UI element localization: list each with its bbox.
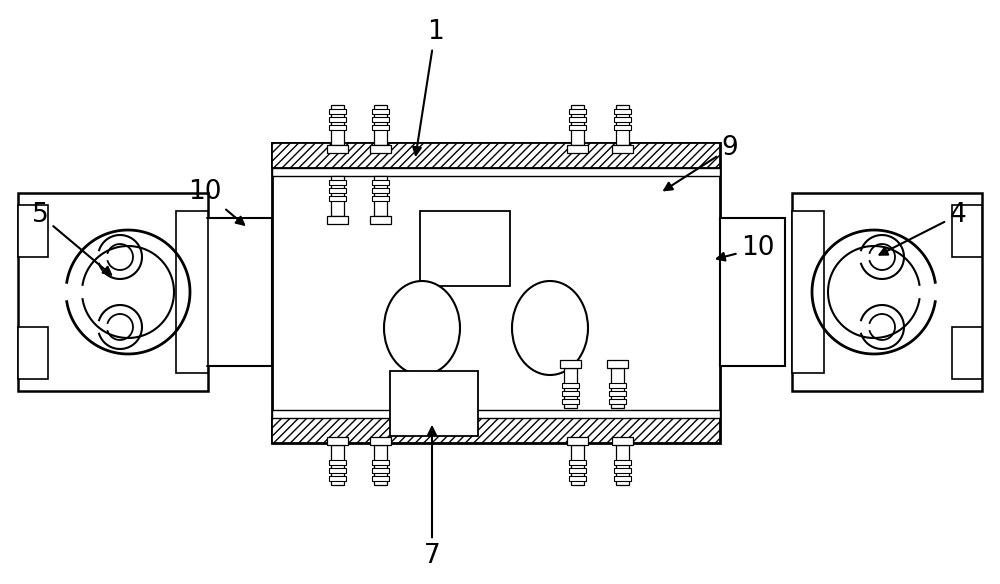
Bar: [616, 105, 629, 145]
Bar: [370, 216, 391, 224]
Bar: [370, 437, 391, 445]
Bar: [374, 176, 387, 216]
Bar: [329, 188, 346, 193]
Bar: [331, 445, 344, 485]
Bar: [372, 196, 389, 201]
Text: 4: 4: [880, 202, 966, 255]
Text: 1: 1: [413, 19, 443, 155]
Bar: [272, 143, 720, 168]
Bar: [331, 176, 344, 216]
Text: 10: 10: [717, 235, 775, 261]
Bar: [374, 445, 387, 485]
Bar: [614, 476, 631, 481]
Bar: [614, 468, 631, 473]
Bar: [329, 196, 346, 201]
Text: 9: 9: [664, 135, 738, 190]
Bar: [272, 410, 720, 418]
Bar: [614, 109, 631, 114]
Bar: [329, 109, 346, 114]
Bar: [607, 360, 628, 368]
Bar: [18, 193, 208, 391]
Bar: [329, 125, 346, 130]
Bar: [329, 460, 346, 465]
Ellipse shape: [512, 281, 588, 375]
Bar: [329, 117, 346, 122]
Bar: [372, 188, 389, 193]
Bar: [952, 205, 982, 257]
Bar: [272, 418, 720, 443]
Bar: [372, 468, 389, 473]
Bar: [569, 117, 586, 122]
Bar: [176, 211, 208, 373]
Ellipse shape: [384, 281, 460, 375]
Bar: [327, 437, 348, 445]
Bar: [327, 145, 348, 153]
Bar: [571, 445, 584, 485]
Bar: [616, 445, 629, 485]
Bar: [720, 218, 785, 366]
Bar: [327, 216, 348, 224]
Bar: [562, 383, 579, 388]
Bar: [609, 391, 626, 396]
Bar: [560, 360, 581, 368]
Bar: [18, 205, 48, 257]
Bar: [329, 468, 346, 473]
Text: 10: 10: [188, 179, 244, 225]
Bar: [569, 476, 586, 481]
Bar: [571, 105, 584, 145]
Bar: [207, 218, 272, 366]
Bar: [952, 327, 982, 379]
Bar: [562, 391, 579, 396]
Bar: [612, 145, 633, 153]
Bar: [614, 460, 631, 465]
Bar: [792, 193, 982, 391]
Bar: [609, 383, 626, 388]
Bar: [567, 437, 588, 445]
Bar: [569, 468, 586, 473]
Bar: [569, 125, 586, 130]
Bar: [569, 109, 586, 114]
Bar: [792, 211, 824, 373]
Bar: [274, 145, 718, 441]
Bar: [612, 437, 633, 445]
Bar: [372, 460, 389, 465]
Bar: [614, 117, 631, 122]
Bar: [329, 180, 346, 185]
Bar: [329, 476, 346, 481]
Bar: [609, 399, 626, 404]
Bar: [562, 399, 579, 404]
Bar: [564, 368, 577, 408]
Bar: [372, 180, 389, 185]
Bar: [374, 105, 387, 145]
Bar: [331, 105, 344, 145]
Bar: [567, 145, 588, 153]
Bar: [372, 109, 389, 114]
Text: 5: 5: [32, 202, 111, 274]
Bar: [420, 211, 510, 286]
Bar: [18, 327, 48, 379]
Bar: [372, 476, 389, 481]
Bar: [614, 125, 631, 130]
Bar: [272, 143, 720, 443]
Bar: [372, 117, 389, 122]
Bar: [272, 168, 720, 176]
Bar: [372, 125, 389, 130]
Bar: [370, 145, 391, 153]
Bar: [569, 460, 586, 465]
Bar: [611, 368, 624, 408]
Text: 7: 7: [424, 427, 440, 569]
Bar: [390, 371, 478, 436]
